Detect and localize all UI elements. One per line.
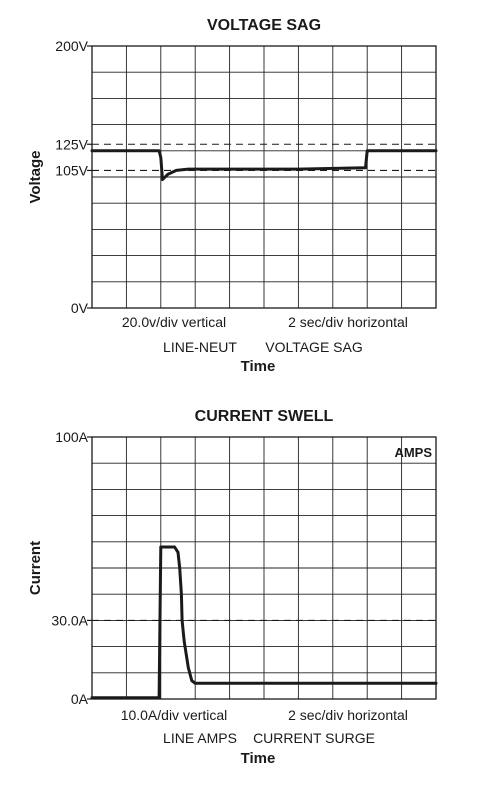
plot-frame — [91, 45, 437, 309]
voltage-sag-chart: VOLTAGE SAG 0V 105V 125V 200V Voltage 20.0v/di… — [0, 0, 499, 385]
y-tick-label: 100A — [55, 429, 88, 445]
voltage-sag-plot: VOLTAGE SAG 0V 105V 125V 200V Voltage 20.0v/di… — [27, 17, 438, 375]
current-swell-chart: CURRENT SWELL 0A 30.0A 100A Current 10.0A/div… — [0, 395, 499, 795]
horizontal-scale-note: 2 sec/div horizontal — [288, 314, 408, 330]
chart-title: CURRENT SWELL — [195, 408, 334, 425]
vertical-scale-note: 10.0A/div vertical — [121, 707, 228, 723]
series-trace — [90, 149, 438, 182]
y-tick-label: 0A — [71, 691, 89, 707]
channel-label: LINE-NEUT — [163, 339, 237, 355]
chart-title: VOLTAGE SAG — [207, 17, 321, 34]
x-axis-label: Time — [241, 750, 276, 767]
y-tick-label: 105V — [55, 162, 88, 178]
y-axis-label: Current — [27, 541, 44, 595]
plot-frame — [91, 436, 437, 700]
y-tick-label: 30.0A — [51, 612, 88, 628]
y-tick-label: 125V — [55, 136, 88, 152]
y-tick-label: 0V — [71, 300, 89, 316]
x-axis-label: Time — [241, 358, 276, 375]
y-tick-label: 200V — [55, 38, 88, 54]
current-swell-plot: CURRENT SWELL 0A 30.0A 100A Current 10.0A/div… — [27, 408, 438, 767]
event-label: CURRENT SURGE — [253, 730, 375, 746]
vertical-scale-note: 20.0v/div vertical — [122, 314, 226, 330]
series-trace — [90, 545, 438, 700]
event-label: VOLTAGE SAG — [265, 339, 363, 355]
horizontal-scale-note: 2 sec/div horizontal — [288, 707, 408, 723]
channel-label: LINE AMPS — [163, 730, 237, 746]
units-tag: AMPS — [394, 445, 432, 460]
y-axis-label: Voltage — [27, 150, 44, 203]
